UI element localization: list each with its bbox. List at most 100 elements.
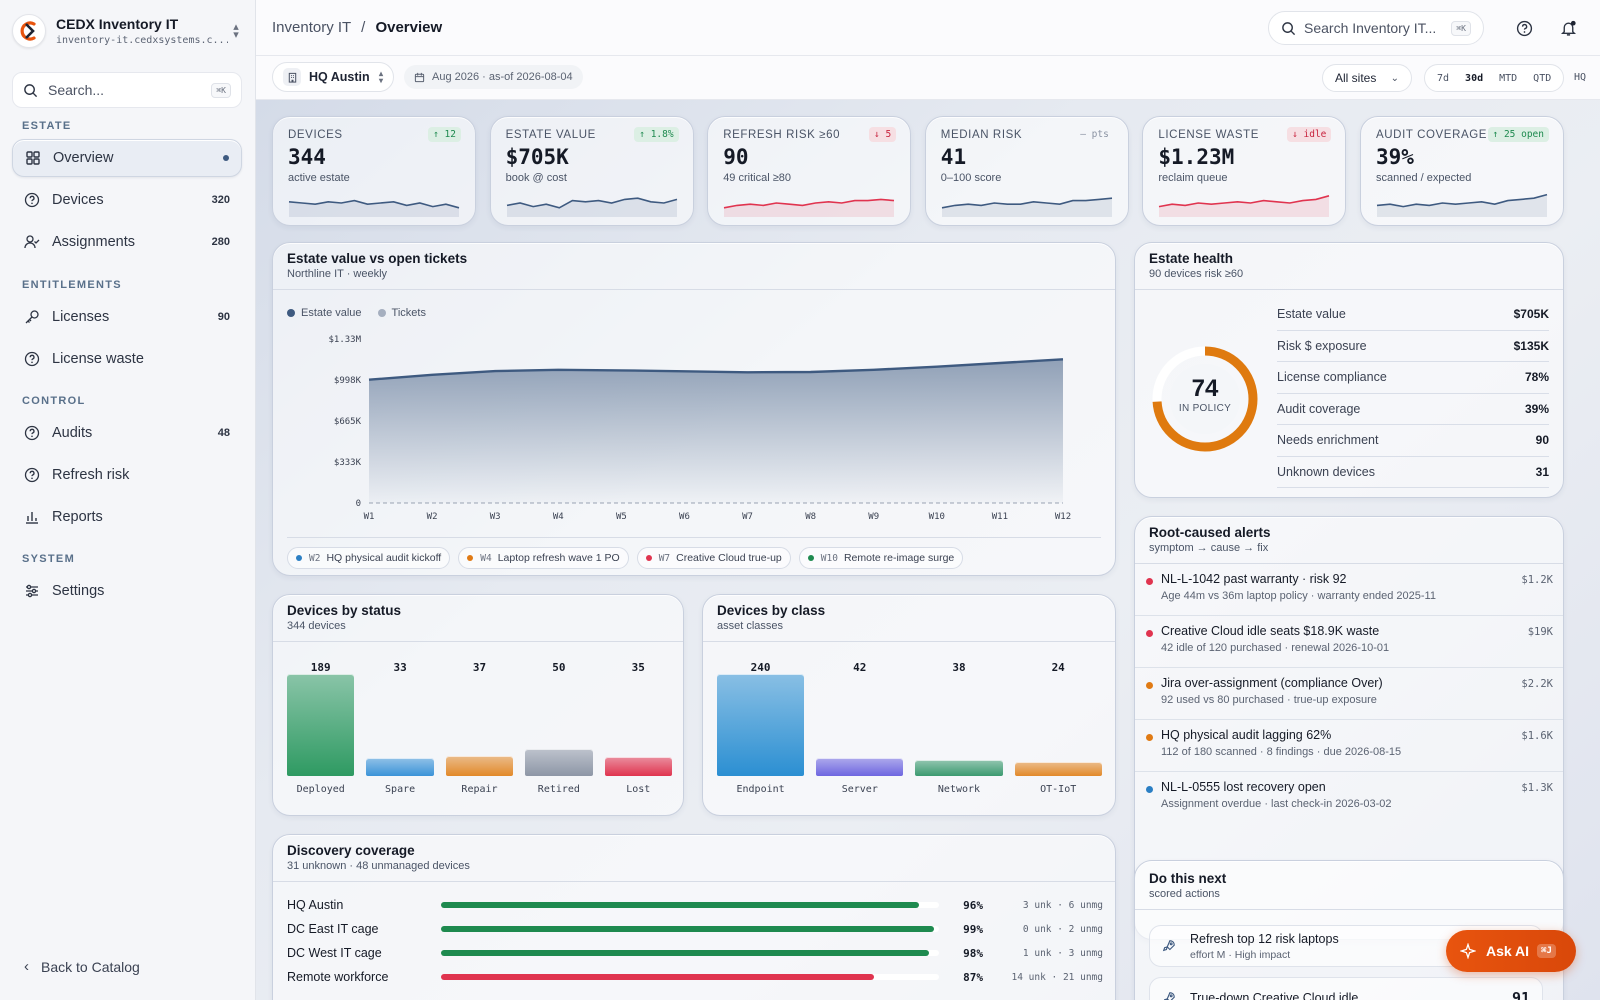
- annotation-chip[interactable]: W10 Remote re-image surge: [798, 547, 964, 569]
- ask-ai-button[interactable]: Ask AI ⌘J: [1446, 930, 1576, 972]
- health-row: Risk $ exposure $135K: [1277, 331, 1549, 362]
- range-qtd[interactable]: QTD: [1533, 72, 1552, 84]
- workspace-switcher[interactable]: CEDX Inventory IT inventory-it.cedxsyste…: [12, 12, 244, 50]
- health-row-label: Needs enrichment: [1277, 433, 1379, 448]
- back-to-catalog-link[interactable]: ‹ Back to Catalog: [24, 958, 140, 975]
- range-mtd[interactable]: MTD: [1499, 72, 1518, 84]
- next-subtitle: scored actions: [1149, 888, 1220, 900]
- alerts-list: NL-L-1042 past warranty · risk 92 Age 44m…: [1135, 564, 1563, 824]
- alert-item[interactable]: NL-L-0555 lost recovery open Assignment o…: [1135, 772, 1563, 824]
- x-tick-label: W12: [1055, 512, 1071, 522]
- all-sites-dropdown[interactable]: All sites ⌄: [1322, 64, 1412, 92]
- help-icon[interactable]: [1514, 18, 1534, 38]
- site-selector[interactable]: HQ Austin ▴ ▾: [272, 62, 394, 92]
- range-toggle: 7d 30d MTD QTD: [1424, 64, 1565, 92]
- health-row-label: Audit coverage: [1277, 401, 1361, 416]
- kpi-sparkline: [1159, 195, 1330, 217]
- alert-item[interactable]: Creative Cloud idle seats $18.9K waste 42…: [1135, 616, 1563, 668]
- sidebar-item-overview[interactable]: Overview: [12, 139, 242, 177]
- alert-item[interactable]: NL-L-1042 past warranty · risk 92 Age 44m…: [1135, 564, 1563, 616]
- sidebar-item-assignments[interactable]: Assignments 280: [12, 223, 242, 261]
- kpi-card[interactable]: ESTATE VALUE $705K book @ cost ↑ 1.8%: [489, 116, 694, 226]
- kpi-sparkline: [724, 198, 895, 217]
- annotation-chip[interactable]: W4 Laptop refresh wave 1 PO: [458, 547, 629, 569]
- sidebar-item-refresh-risk[interactable]: Refresh risk: [12, 456, 242, 494]
- bar[interactable]: [1014, 762, 1102, 776]
- health-score: 74: [1191, 375, 1219, 402]
- coverage-row[interactable]: DC West IT cage 98% 1 unk · 3 unmg: [287, 943, 1103, 963]
- kpi-card[interactable]: DEVICES 344 active estate ↑ 12: [272, 116, 476, 226]
- coverage-row[interactable]: Remote workforce 87% 14 unk · 21 unmg: [287, 967, 1103, 987]
- bar[interactable]: [525, 749, 593, 776]
- sidebar-item-license-waste[interactable]: License waste: [12, 340, 242, 378]
- kpi-card[interactable]: LICENSE WASTE $1.23M reclaim queue ↓ idle: [1142, 116, 1347, 226]
- kpi-label: DEVICES: [288, 129, 343, 141]
- kpi-delta-badge: ↑ 12: [428, 127, 461, 142]
- kpi-delta-badge: ↓ idle: [1287, 127, 1332, 142]
- bell-icon[interactable]: [1558, 18, 1578, 38]
- alert-item[interactable]: HQ physical audit lagging 62% 112 of 180 …: [1135, 720, 1563, 772]
- kpi-subtext: scanned / expected: [1376, 172, 1472, 184]
- coverage-row[interactable]: DC East IT cage 99% 0 unk · 2 unmg: [287, 919, 1103, 939]
- y-tick-label: $1.33M: [328, 335, 361, 345]
- section-control: CONTROL: [22, 395, 86, 407]
- sidebar-item-devices[interactable]: Devices 320: [12, 181, 242, 219]
- key-icon: [25, 310, 39, 324]
- health-score-donut: [1152, 346, 1258, 452]
- annotation-chip[interactable]: W2 HQ physical audit kickoff: [287, 547, 451, 569]
- coverage-row[interactable]: HQ Austin 96% 3 unk · 6 unmg: [287, 895, 1103, 915]
- kpi-value: $705K: [505, 145, 569, 169]
- kpi-card[interactable]: AUDIT COVERAGE 39% scanned / expected ↑ 25 …: [1360, 116, 1564, 226]
- bar[interactable]: [366, 758, 434, 776]
- alert-item[interactable]: Jira over-assignment (compliance Over) 92…: [1135, 668, 1563, 720]
- health-row-value: $705K: [1513, 307, 1549, 322]
- search-icon: [1282, 21, 1296, 35]
- sliders-icon: [26, 584, 38, 598]
- kpi-subtext: 49 critical ≥80: [723, 172, 791, 184]
- legend-item[interactable]: Estate value: [287, 307, 362, 319]
- kpi-card[interactable]: MEDIAN RISK 41 0–100 score — pts: [924, 116, 1129, 226]
- coverage-percent: 99%: [963, 922, 983, 936]
- x-tick-label: W9: [868, 512, 879, 522]
- annotation-chip[interactable]: W7 Creative Cloud true-up: [636, 547, 791, 569]
- range-30d[interactable]: 30d: [1465, 72, 1484, 84]
- bar-value-label: 33: [393, 661, 407, 674]
- coverage-bar-fill: [441, 974, 875, 980]
- sidebar-item-licenses[interactable]: Licenses 90: [12, 298, 242, 336]
- coverage-bar-fill: [441, 950, 930, 956]
- bar[interactable]: [287, 674, 355, 776]
- global-search[interactable]: Search Inventory IT... ⌘K: [1268, 11, 1484, 45]
- bar[interactable]: [915, 759, 1003, 776]
- next-action-item[interactable]: True-down Creative Cloud idle 91: [1149, 977, 1543, 1000]
- annotation-week: W10: [820, 552, 838, 564]
- circle-help-icon: [24, 192, 40, 208]
- bar[interactable]: [445, 756, 514, 776]
- alert-value: $2.2K: [1521, 678, 1553, 690]
- sidebar-item-audits[interactable]: Audits 48: [12, 414, 242, 452]
- sidebar-item-reports[interactable]: Reports: [12, 498, 242, 536]
- bar-value-label: 24: [1051, 661, 1065, 674]
- breadcrumb-root[interactable]: Inventory IT: [272, 19, 351, 36]
- bar[interactable]: [604, 757, 672, 776]
- hq-chip[interactable]: HQ: [1574, 72, 1587, 83]
- annotation-week: W2: [309, 552, 321, 564]
- sidebar-search[interactable]: Search... ⌘K: [12, 72, 242, 108]
- bar-value-label: 50: [552, 661, 566, 674]
- sidebar-item-settings[interactable]: Settings: [12, 572, 242, 610]
- date-chip-value: Aug 2026 · as-of 2026-08-04: [432, 71, 573, 83]
- ask-ai-label: Ask AI: [1486, 943, 1530, 959]
- donut-center: [1170, 364, 1240, 434]
- legend-item[interactable]: Tickets: [377, 307, 426, 319]
- chevron-updown-icon: ▴ ▾: [233, 21, 239, 41]
- range-7d[interactable]: 7d: [1437, 72, 1450, 84]
- date-chip[interactable]: Aug 2026 · as-of 2026-08-04: [404, 65, 583, 89]
- next-action-meta: effort M · High impact: [1190, 948, 1291, 961]
- search-icon: [24, 83, 38, 97]
- health-row: Needs enrichment 90: [1277, 425, 1549, 457]
- section-estate: ESTATE: [22, 120, 72, 132]
- bar[interactable]: [816, 758, 904, 776]
- bar[interactable]: [717, 674, 805, 776]
- kpi-card[interactable]: REFRESH RISK ≥60 90 49 critical ≥80 ↓ 5: [707, 116, 912, 226]
- kpi-delta-badge: ↓ 5: [869, 127, 897, 142]
- filter-bar: HQ Austin ▴ ▾ Aug 2026 · as-of 2026-08-04…: [256, 56, 1600, 100]
